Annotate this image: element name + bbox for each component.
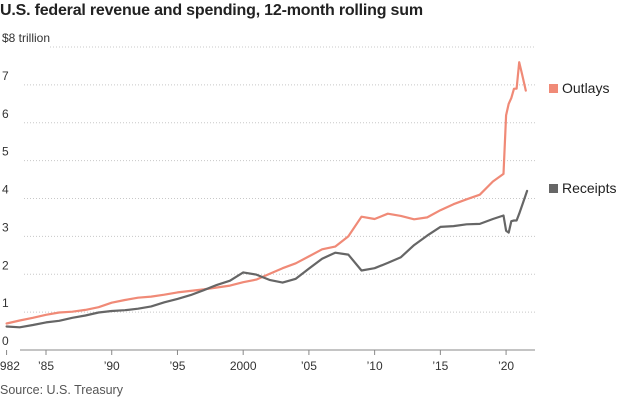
y-tick-label: 7 [2, 69, 9, 83]
legend-swatch-outlays [549, 84, 558, 93]
y-tick-label: 1 [2, 296, 9, 310]
chart-title: U.S. federal revenue and spending, 12-mo… [0, 2, 423, 19]
x-tick-label: ’85 [38, 359, 54, 373]
x-tick-label: 2000 [230, 359, 257, 373]
x-tick-label: ’90 [104, 359, 120, 373]
legend-swatch-receipts [549, 184, 558, 193]
x-tick-label: ’20 [498, 359, 514, 373]
x-tick-label: ’05 [301, 359, 317, 373]
series-line-receipts [5, 189, 529, 329]
y-tick-label: 6 [2, 107, 9, 121]
y-tick-label: 4 [2, 183, 9, 197]
x-tick-label: 1982 [0, 359, 20, 373]
y-tick-label: 3 [2, 220, 9, 234]
x-tick-label: ’10 [367, 359, 383, 373]
series-line-outlays [5, 61, 527, 325]
y-tick-label: 0 [2, 334, 9, 348]
y-tick-label: 2 [2, 258, 9, 272]
source-note: Source: U.S. Treasury [0, 383, 123, 397]
legend-label-receipts: Receipts [562, 180, 616, 196]
legend-label-outlays: Outlays [562, 80, 609, 96]
y-tick-label: 5 [2, 145, 9, 159]
x-tick-label: ’95 [169, 359, 185, 373]
x-tick-label: ’15 [432, 359, 448, 373]
y-tick-label: $8 trillion [2, 31, 50, 45]
